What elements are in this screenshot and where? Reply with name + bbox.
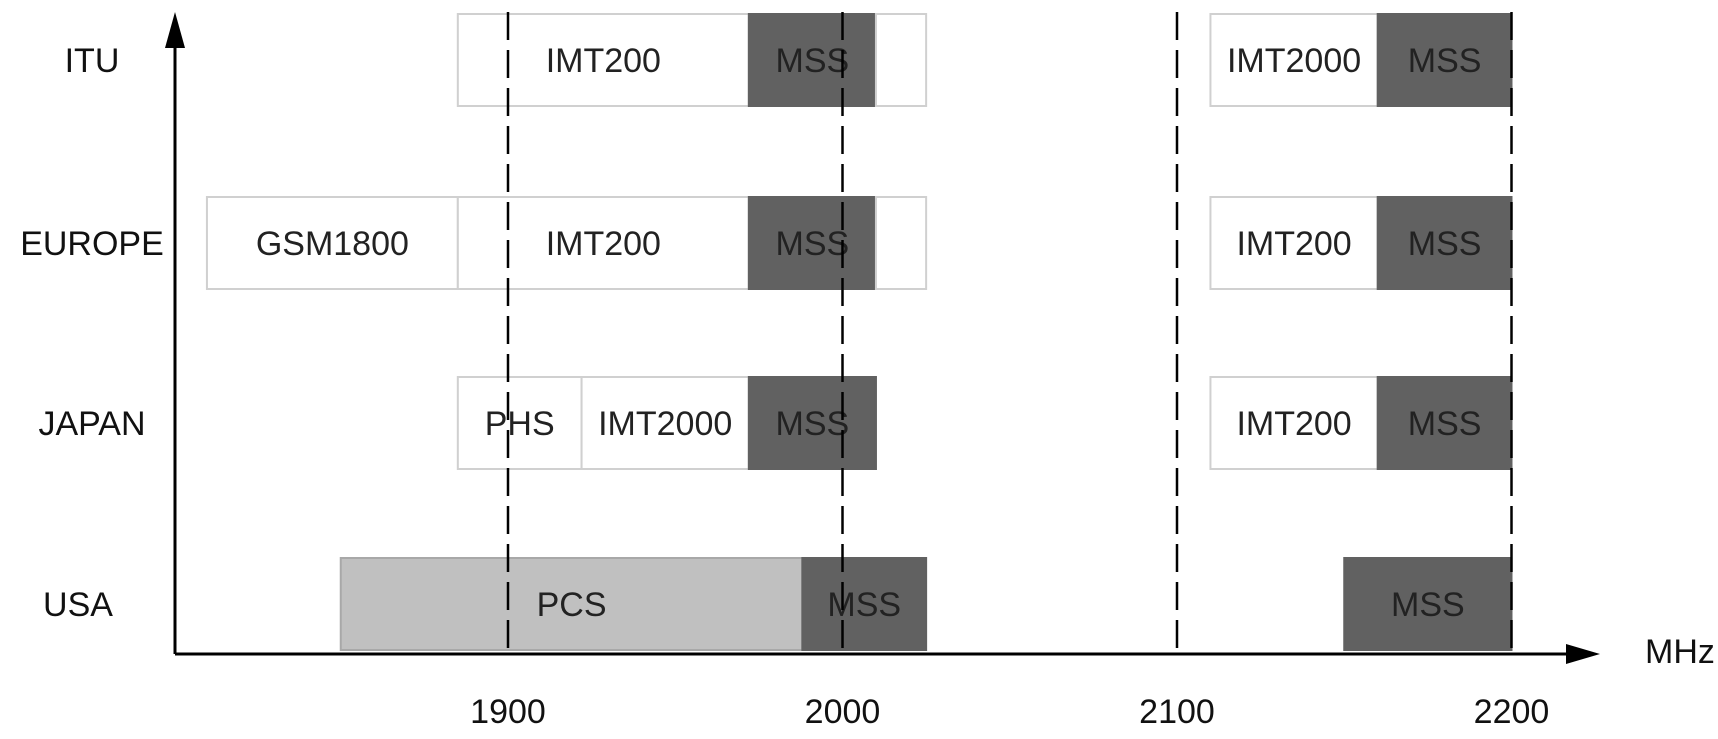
x-tick-label-1900: 1900 [470,693,546,731]
band-label-japan-11: PHS [485,405,555,443]
x-tick-label-2000: 2000 [805,693,881,731]
band-label-europe-5: GSM1800 [256,225,409,263]
band-usa-mss-18 [1343,557,1513,651]
region-label-europe: EUROPE [20,225,164,263]
band-japan-imt200-14 [1209,376,1379,470]
band-label-usa-17: MSS [827,586,901,624]
ticks-layer: 1900 2000 2100 2200 [470,693,1549,731]
band-label-europe-9: IMT200 [1236,225,1351,263]
band-label-europe-10: MSS [1408,225,1482,263]
x-axis-arrow-icon [1566,644,1600,664]
axis-layer: MHz [165,12,1715,671]
band-label-itu-3: IMT2000 [1227,42,1361,80]
band-itu-mss-1 [747,13,877,107]
band-itu-blank-2 [874,13,928,107]
band-label-japan-15: MSS [1408,405,1482,443]
x-tick-label-2200: 2200 [1474,693,1550,731]
bands-layer: IMT200 MSS IMT2000 MSS GSM1800 IMT200 MSS IMT20… [205,13,1513,651]
grid-layer [506,12,1513,654]
band-label-europe-7: MSS [776,225,850,263]
band-europe-imt200-9 [1209,196,1379,290]
band-label-itu-1: MSS [776,42,850,80]
y-axis-arrow-icon [165,12,185,48]
band-itu-imt200-0 [456,13,750,107]
band-label-usa-16: PCS [537,586,607,624]
region-label-usa: USA [43,586,113,624]
band-japan-phs-11 [456,376,583,470]
band-label-japan-12: IMT2000 [598,405,732,443]
band-label-itu-0: IMT200 [546,42,661,80]
band-itu-imt2000-3 [1209,13,1379,107]
band-label-itu-4: MSS [1408,42,1482,80]
band-usa-mss-17 [801,557,928,651]
band-label-europe-6: IMT200 [546,225,661,263]
regions-layer: ITU EUROPE JAPAN USA [20,42,164,624]
band-europe-blank-8 [874,196,928,290]
region-label-japan: JAPAN [38,405,145,443]
x-unit-label: MHz [1645,633,1715,671]
band-label-japan-14: IMT200 [1236,405,1351,443]
region-label-itu: ITU [65,42,120,80]
band-japan-mss-15 [1376,376,1513,470]
band-europe-imt200-6 [456,196,750,290]
band-europe-mss-7 [747,196,877,290]
band-europe-gsm1800-5 [205,196,459,290]
band-europe-mss-10 [1376,196,1513,290]
band-japan-mss-13 [747,376,877,470]
band-label-japan-13: MSS [776,405,850,443]
band-label-usa-18: MSS [1391,586,1465,624]
x-tick-label-2100: 2100 [1139,693,1215,731]
